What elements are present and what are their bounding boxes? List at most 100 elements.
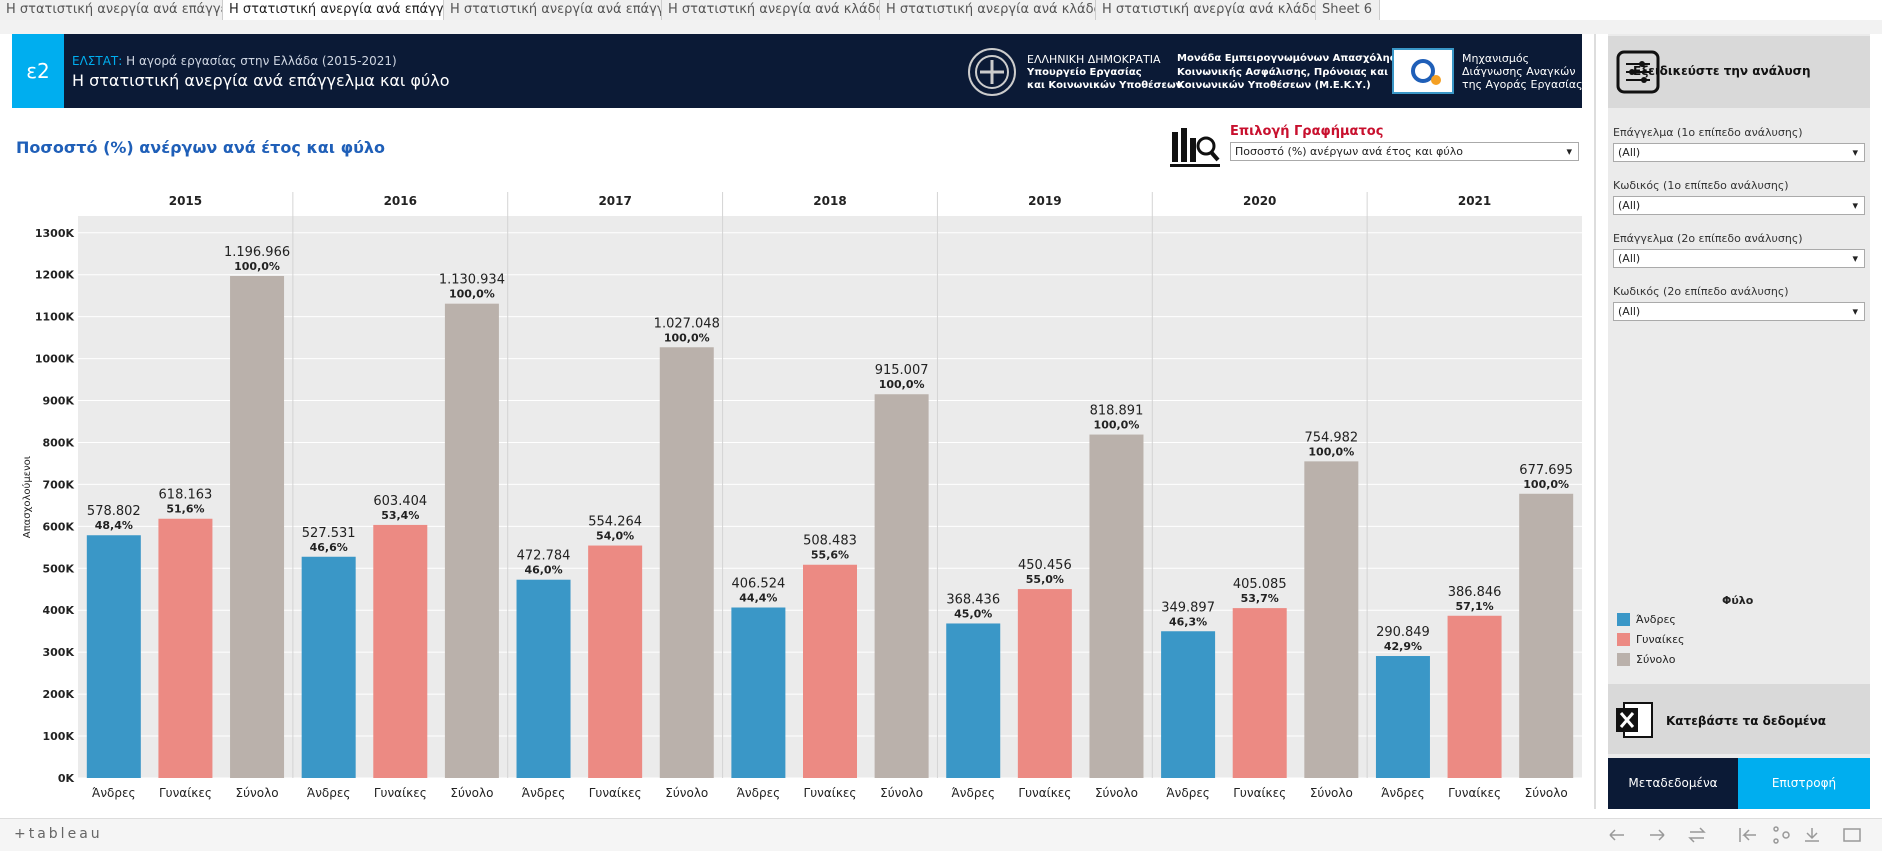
x-tick-label: Γυναίκες — [1233, 786, 1286, 800]
y-tick-label: 400K — [43, 604, 75, 617]
bar — [588, 545, 643, 778]
filter-dropdown[interactable]: (All) — [1613, 143, 1865, 162]
x-tick-label: Γυναίκες — [1448, 786, 1501, 800]
tab[interactable]: Η στατιστική ανεργία ανά κλάδο ... — [1096, 0, 1316, 20]
back-button[interactable]: Επιστροφή — [1738, 758, 1870, 809]
y-tick-label: 1200K — [35, 269, 75, 282]
bar — [1089, 434, 1144, 778]
metadata-button[interactable]: Μεταδεδομένα — [1608, 758, 1738, 809]
value-label: 405.085 — [1233, 577, 1287, 592]
value-label: 406.524 — [731, 577, 785, 592]
value-label: 450.456 — [1018, 558, 1072, 573]
x-tick-label: Γυναίκες — [374, 786, 427, 800]
tab[interactable]: Η στατιστική ανεργία ανά επάγγε... — [0, 0, 223, 20]
logo-line: Μονάδα Εμπειρογνωμόνων Απασχόλησης, — [1177, 53, 1415, 64]
bar — [444, 303, 499, 778]
share-label: 53,7% — [1241, 592, 1279, 605]
x-tick-label: Σύνολο — [665, 786, 708, 800]
badge: ε2 — [12, 34, 64, 108]
share-label: 100,0% — [449, 288, 495, 301]
facet-label: 2018 — [813, 194, 846, 208]
logo-line: ΕΛΛΗΝΙΚΗ ΔΗΜΟΚΡΑΤΙΑ — [1027, 53, 1161, 66]
subtitle: Η αγορά εργασίας στην Ελλάδα (2015-2021) — [126, 54, 397, 68]
y-tick-label: 1300K — [35, 227, 75, 240]
value-label: 290.849 — [1376, 625, 1430, 640]
y-tick-label: 0K — [58, 772, 75, 785]
bar — [1017, 589, 1072, 778]
sidebar — [1608, 34, 1870, 809]
subtitle-line: ΕΛΣΤΑΤ: Η αγορά εργασίας στην Ελλάδα (20… — [72, 54, 397, 68]
x-tick-label: Σύνολο — [1095, 786, 1138, 800]
y-tick-label: 1100K — [35, 311, 75, 324]
download-label: Κατεβάστε τα δεδομένα — [1666, 714, 1826, 728]
share-label: 57,1% — [1455, 600, 1493, 613]
logo-line: Κοινωνικών Υποθέσεων (Μ.Ε.Κ.Υ.) — [1177, 80, 1371, 91]
y-tick-label: 500K — [43, 562, 75, 575]
filter-dropdown[interactable]: (All) — [1613, 249, 1865, 268]
x-tick-label: Γυναίκες — [1018, 786, 1071, 800]
share-label: 46,6% — [310, 541, 348, 554]
value-label: 818.891 — [1090, 404, 1144, 419]
share-label: 53,4% — [381, 509, 419, 522]
bar — [516, 579, 571, 778]
share-label: 100,0% — [1308, 445, 1354, 458]
legend-label: Άνδρες — [1636, 613, 1676, 626]
header-band — [12, 34, 1582, 108]
value-label: 472.784 — [517, 549, 571, 564]
facet-label: 2017 — [598, 194, 631, 208]
toolbar-icons[interactable] — [1600, 824, 1876, 846]
excel-icon — [1616, 702, 1653, 738]
share-label: 100,0% — [664, 331, 710, 344]
x-tick-label: Σύνολο — [1310, 786, 1353, 800]
value-label: 386.846 — [1448, 585, 1502, 600]
bar — [230, 275, 285, 778]
value-label: 677.695 — [1519, 463, 1573, 478]
legend-swatch — [1617, 633, 1630, 646]
filter-label: Κωδικός (1ο επίπεδο ανάλυσης) — [1613, 179, 1789, 192]
tab[interactable]: Η στατιστική ανεργία ανά επάγγε... — [444, 0, 662, 20]
x-tick-label: Άνδρες — [951, 786, 995, 800]
y-tick-label: 900K — [43, 395, 75, 408]
value-label: 603.404 — [373, 494, 427, 509]
share-label: 42,9% — [1384, 640, 1422, 653]
value-label: 754.982 — [1304, 430, 1358, 445]
mechanism-logo — [1392, 48, 1454, 94]
chart-title: Ποσοστό (%) ανέργων ανά έτος και φύλο — [16, 138, 386, 157]
bar — [1304, 461, 1359, 778]
logo-line: Διάγνωσης Αναγκών — [1462, 65, 1576, 78]
y-tick-label: 200K — [43, 688, 75, 701]
bar — [301, 556, 356, 778]
value-label: 1.130.934 — [439, 273, 505, 288]
value-label: 368.436 — [946, 592, 1000, 607]
value-label: 1.027.048 — [654, 316, 720, 331]
x-tick-label: Σύνολο — [880, 786, 923, 800]
x-tick-label: Άνδρες — [1381, 786, 1425, 800]
x-tick-label: Σύνολο — [450, 786, 493, 800]
logo-line: Μηχανισμός — [1462, 52, 1530, 65]
value-label: 508.483 — [803, 534, 857, 549]
tab[interactable]: Η στατιστική ανεργία ανά κλάδο ... — [880, 0, 1096, 20]
filter-dropdown[interactable]: (All) — [1613, 196, 1865, 215]
value-label: 349.897 — [1161, 600, 1215, 615]
y-tick-label: 1000K — [35, 353, 75, 366]
sidebar-heading-box — [1608, 36, 1870, 108]
footer — [0, 818, 1882, 851]
value-label: 915.007 — [875, 363, 929, 378]
x-tick-label: Γυναίκες — [804, 786, 857, 800]
legend-swatch — [1617, 613, 1630, 626]
logo-line: της Αγοράς Εργασίας — [1462, 78, 1583, 91]
y-tick-label: 600K — [43, 520, 75, 533]
chart-selector[interactable]: Ποσοστό (%) ανέργων ανά έτος και φύλο — [1230, 142, 1579, 161]
bar — [803, 564, 857, 778]
tab[interactable]: Η στατιστική ανεργία ανά επάγγε... — [223, 0, 444, 20]
tab[interactable]: Sheet 6 — [1316, 0, 1380, 20]
x-tick-label: Γυναίκες — [159, 786, 212, 800]
share-label: 100,0% — [1094, 419, 1140, 432]
tab[interactable]: Η στατιστική ανεργία ανά κλάδο ... — [662, 0, 880, 20]
chart-picker-icon — [1170, 128, 1220, 167]
filter-dropdown[interactable]: (All) — [1613, 302, 1865, 321]
y-tick-label: 700K — [43, 478, 75, 491]
value-label: 1.196.966 — [224, 245, 290, 260]
logo-line: και Κοινωνικών Υποθέσεων — [1027, 80, 1183, 91]
share-label: 100,0% — [879, 378, 925, 391]
